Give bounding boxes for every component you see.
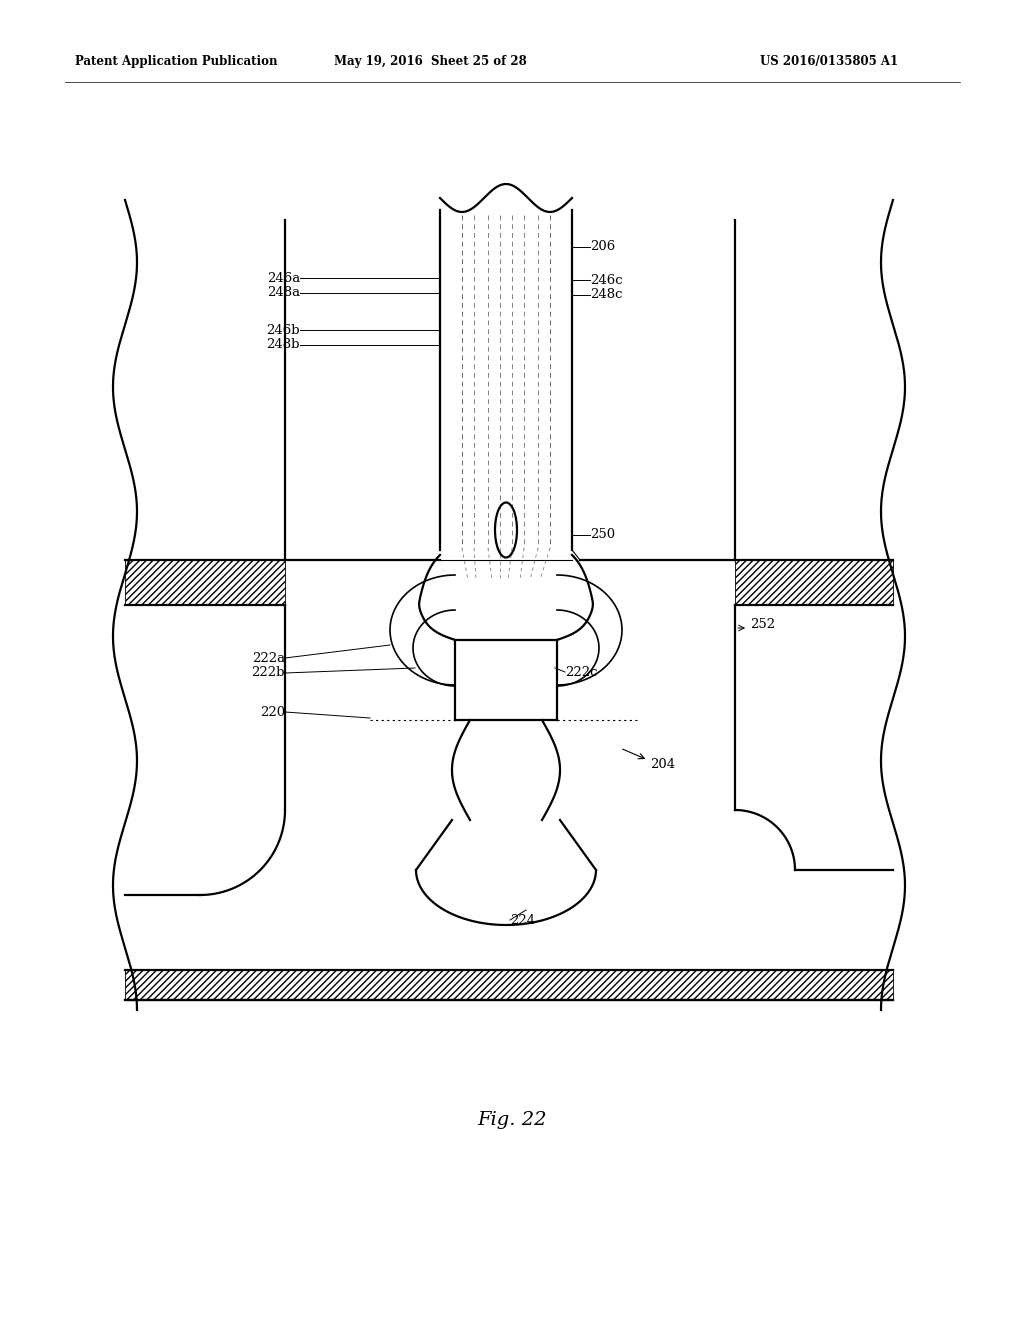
Bar <box>735 560 893 605</box>
Bar <box>125 560 285 605</box>
Text: 248b: 248b <box>266 338 300 351</box>
Text: 224: 224 <box>510 913 536 927</box>
Text: 222b: 222b <box>252 667 285 680</box>
Text: Fig. 22: Fig. 22 <box>477 1111 547 1129</box>
Bar <box>125 970 893 1001</box>
Text: 252: 252 <box>750 619 775 631</box>
Text: 250: 250 <box>590 528 615 541</box>
Text: May 19, 2016  Sheet 25 of 28: May 19, 2016 Sheet 25 of 28 <box>334 55 526 69</box>
Text: 246b: 246b <box>266 323 300 337</box>
Text: 246c: 246c <box>590 273 623 286</box>
Text: US 2016/0135805 A1: US 2016/0135805 A1 <box>760 55 898 69</box>
Text: 220: 220 <box>260 705 285 718</box>
Text: 222a: 222a <box>252 652 285 664</box>
Text: 248c: 248c <box>590 289 623 301</box>
Text: 206: 206 <box>590 240 615 253</box>
Text: Patent Application Publication: Patent Application Publication <box>75 55 278 69</box>
Text: 222c: 222c <box>565 665 597 678</box>
Text: 204: 204 <box>650 759 675 771</box>
Text: 246a: 246a <box>266 272 300 285</box>
Text: 248a: 248a <box>267 286 300 300</box>
